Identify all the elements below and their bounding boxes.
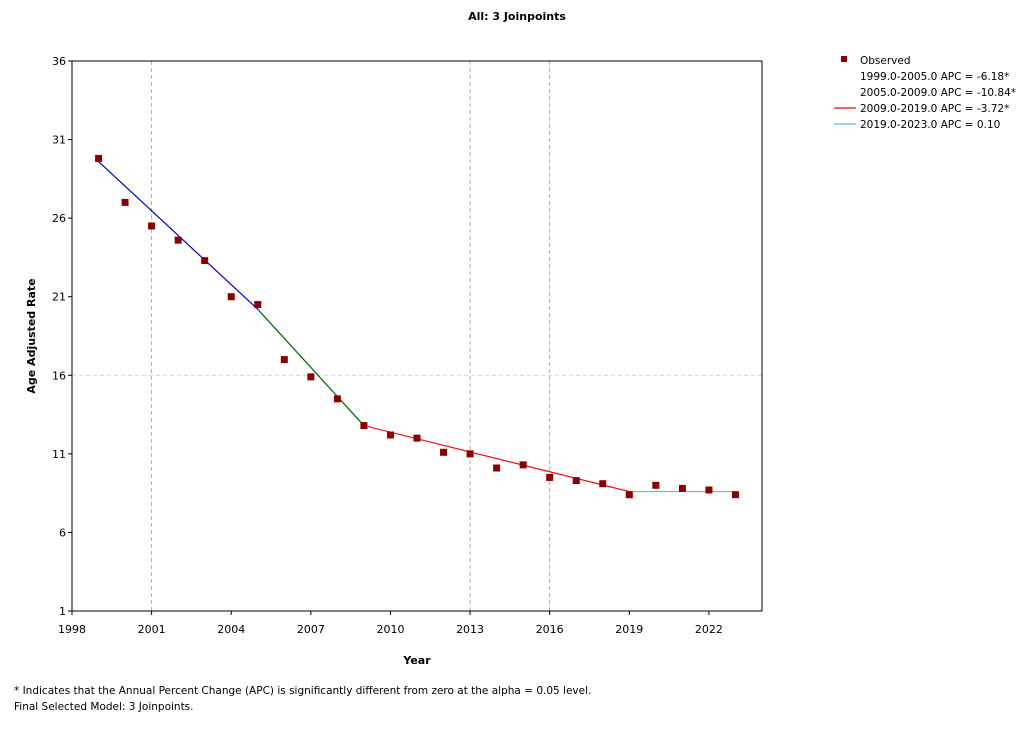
- x-tick-label: 2010: [376, 623, 404, 636]
- observed-point: [360, 422, 368, 430]
- observed-point: [121, 198, 129, 206]
- x-tick-label: 2016: [536, 623, 564, 636]
- observed-point: [572, 477, 580, 485]
- y-tick-label: 1: [59, 605, 66, 618]
- legend-segment-label: 2005.0-2009.0 APC = -10.84*: [860, 87, 1016, 99]
- plot-frame: [71, 60, 763, 612]
- observed-point: [546, 473, 554, 481]
- observed-point: [599, 480, 607, 488]
- observed-point: [227, 293, 235, 301]
- y-tick-label: 26: [52, 212, 66, 225]
- trend-segment: [363, 424, 630, 493]
- observed-point: [148, 222, 156, 230]
- y-tick-label: 11: [52, 448, 66, 461]
- grid-lines: [72, 61, 762, 611]
- chart-title: All: 3 Joinpoints: [468, 10, 566, 23]
- observed-point: [413, 434, 421, 442]
- observed-point: [201, 257, 209, 265]
- legend-observed-label: Observed: [860, 55, 911, 67]
- observed-point: [652, 481, 660, 489]
- trend-segment: [257, 308, 365, 426]
- observed-point: [254, 301, 262, 309]
- legend-segment-label: 1999.0-2005.0 APC = -6.18*: [860, 71, 1009, 83]
- legend-observed-marker: [841, 56, 847, 62]
- trend-segment: [98, 161, 259, 310]
- observed-point: [705, 486, 713, 494]
- observed-point: [280, 356, 288, 364]
- observed-points: [95, 154, 739, 499]
- x-tick-label: 2004: [217, 623, 245, 636]
- observed-point: [466, 450, 474, 458]
- observed-point: [625, 491, 633, 499]
- x-axis-ticks: 1998 2001 2004 2007 2010 2013 2016 2019 2022: [58, 611, 723, 636]
- x-axis-title: Year: [402, 654, 431, 667]
- observed-point: [440, 448, 448, 456]
- observed-point: [95, 154, 103, 162]
- observed-point: [333, 395, 341, 403]
- y-tick-label: 16: [52, 369, 66, 382]
- model-footnote: Final Selected Model: 3 Joinpoints.: [14, 701, 194, 713]
- legend-segment-label: 2009.0-2019.0 APC = -3.72*: [860, 103, 1009, 115]
- observed-point: [174, 236, 182, 244]
- x-tick-label: 2007: [297, 623, 325, 636]
- y-tick-label: 31: [52, 134, 66, 147]
- observed-point: [307, 373, 315, 381]
- y-tick-label: 6: [59, 526, 66, 539]
- observed-point: [731, 491, 739, 499]
- observed-point: [493, 464, 501, 472]
- x-tick-label: 1998: [58, 623, 86, 636]
- y-tick-label: 21: [52, 291, 66, 304]
- observed-point: [678, 484, 686, 492]
- x-tick-label: 2001: [138, 623, 166, 636]
- x-tick-label: 2013: [456, 623, 484, 636]
- legend: Observed 1999.0-2005.0 APC = -6.18* 2005.0…: [834, 55, 1016, 131]
- x-tick-label: 2019: [615, 623, 643, 636]
- legend-segment-label: 2019.0-2023.0 APC = 0.10: [860, 119, 1000, 131]
- y-axis-title: Age Adjusted Rate: [25, 278, 38, 393]
- trend-segments: [98, 161, 736, 493]
- observed-point: [519, 461, 527, 469]
- observed-point: [386, 431, 394, 439]
- y-tick-label: 36: [52, 55, 66, 68]
- x-tick-label: 2022: [695, 623, 723, 636]
- significance-footnote: * Indicates that the Annual Percent Chan…: [14, 685, 592, 697]
